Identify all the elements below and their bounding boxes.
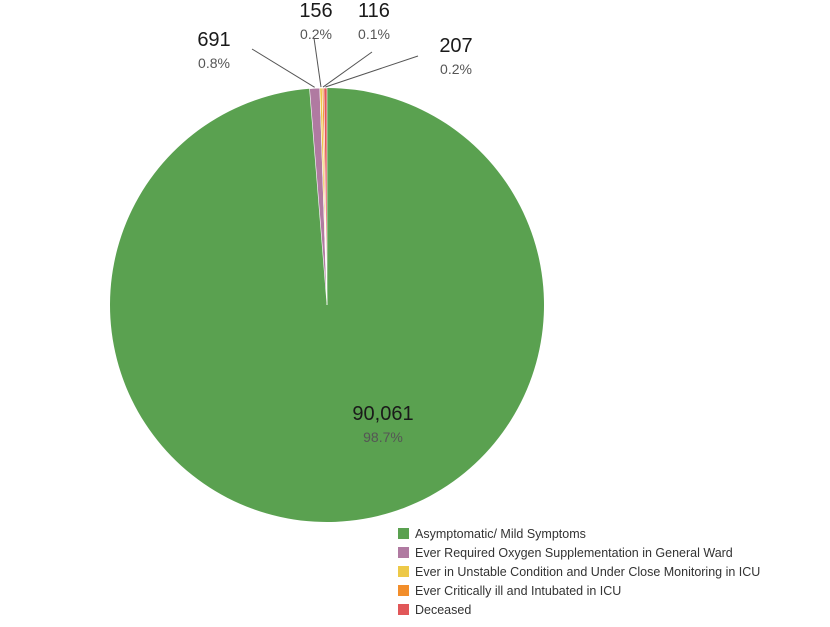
leader-line-intubated <box>322 51 373 88</box>
legend-item-asymptomatic: Asymptomatic/ Mild Symptoms <box>398 524 760 543</box>
value-label-intubated: 116 <box>358 0 390 22</box>
percent-label-unstable: 0.2% <box>300 26 332 42</box>
legend-swatch <box>398 604 409 615</box>
legend-item-oxygen: Ever Required Oxygen Supplementation in … <box>398 543 760 562</box>
percent-label-deceased: 0.2% <box>440 61 472 77</box>
leader-line-deceased <box>325 55 419 88</box>
legend: Asymptomatic/ Mild Symptoms Ever Require… <box>398 524 760 619</box>
value-label-asymptomatic: 90,061 <box>352 403 413 425</box>
leader-line-unstable <box>313 37 322 88</box>
percent-label-intubated: 0.1% <box>358 26 390 42</box>
legend-item-intubated: Ever Critically ill and Intubated in ICU <box>398 581 760 600</box>
legend-item-deceased: Deceased <box>398 600 760 619</box>
pie-slices <box>110 87 545 522</box>
leader-line-oxygen <box>251 48 315 88</box>
legend-label: Deceased <box>415 602 472 617</box>
value-label-oxygen: 691 <box>197 29 230 51</box>
value-label-deceased: 207 <box>439 35 472 57</box>
legend-label: Ever in Unstable Condition and Under Clo… <box>415 564 761 579</box>
slice-labels: 90,061 98.7% 691 0.8% 156 0.2% 116 0.1% 207 0.2% <box>197 0 472 445</box>
legend-swatch <box>398 585 409 596</box>
value-label-unstable: 156 <box>299 0 332 22</box>
legend-label: Ever Critically ill and Intubated in ICU <box>415 583 622 598</box>
legend-item-unstable: Ever in Unstable Condition and Under Clo… <box>398 562 760 581</box>
legend-label: Ever Required Oxygen Supplementation in … <box>415 545 733 560</box>
legend-swatch <box>398 547 409 558</box>
percent-label-asymptomatic: 98.7% <box>363 429 403 445</box>
percent-label-oxygen: 0.8% <box>198 55 230 71</box>
legend-label: Asymptomatic/ Mild Symptoms <box>415 526 586 541</box>
leader-lines <box>251 37 419 88</box>
legend-swatch <box>398 566 409 577</box>
slice-deceased <box>323 87 328 306</box>
legend-swatch <box>398 528 409 539</box>
